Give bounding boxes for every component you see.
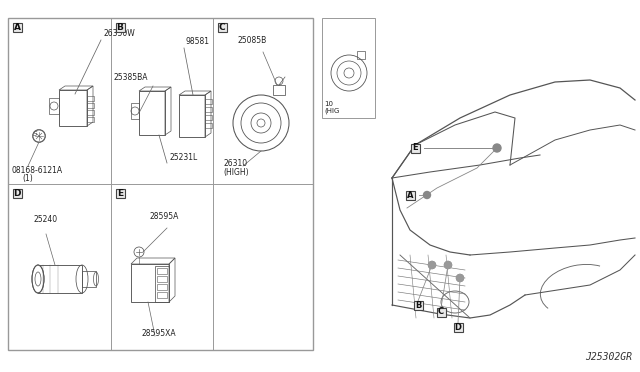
- Text: 25231L: 25231L: [169, 153, 197, 162]
- Bar: [115, 189, 125, 198]
- Text: E: E: [117, 189, 123, 198]
- Bar: [205, 107, 212, 112]
- Bar: [87, 103, 94, 108]
- Bar: [8, 18, 313, 350]
- Text: 98581: 98581: [186, 37, 210, 46]
- Text: B: B: [116, 22, 124, 32]
- Bar: [13, 22, 22, 32]
- Bar: [157, 292, 167, 298]
- Bar: [157, 276, 167, 282]
- Circle shape: [429, 262, 435, 269]
- Bar: [59, 90, 87, 126]
- Bar: [155, 266, 169, 302]
- Bar: [406, 190, 415, 199]
- Bar: [322, 18, 375, 118]
- Text: (HIGH): (HIGH): [223, 168, 248, 177]
- Text: 28595A: 28595A: [149, 212, 179, 221]
- Bar: [179, 95, 205, 137]
- Circle shape: [456, 275, 463, 282]
- Text: S: S: [33, 131, 37, 137]
- Bar: [205, 123, 212, 128]
- Text: 10: 10: [324, 101, 333, 107]
- Text: (HIG: (HIG: [324, 108, 339, 115]
- Text: 25085B: 25085B: [237, 36, 266, 45]
- Bar: [357, 51, 365, 59]
- Bar: [413, 301, 422, 310]
- Bar: [87, 110, 94, 115]
- Text: J25302GR: J25302GR: [585, 352, 632, 362]
- Text: 26350W: 26350W: [103, 29, 135, 38]
- Text: B: B: [415, 301, 421, 310]
- Bar: [87, 96, 94, 101]
- Circle shape: [445, 262, 451, 269]
- Text: C: C: [438, 308, 444, 317]
- Text: 25385BA: 25385BA: [114, 73, 148, 82]
- Bar: [205, 115, 212, 120]
- Bar: [49, 98, 59, 114]
- Circle shape: [445, 262, 451, 269]
- Circle shape: [429, 262, 435, 269]
- Text: E: E: [412, 144, 418, 153]
- Text: 26310: 26310: [223, 159, 247, 168]
- Bar: [38, 265, 82, 293]
- Bar: [82, 271, 96, 287]
- Text: 28595XA: 28595XA: [141, 329, 175, 338]
- Circle shape: [493, 144, 501, 152]
- Bar: [436, 308, 445, 317]
- Bar: [454, 323, 463, 331]
- Bar: [410, 144, 419, 153]
- Text: C: C: [219, 22, 225, 32]
- Text: A: A: [13, 22, 20, 32]
- Text: A: A: [407, 190, 413, 199]
- Bar: [139, 91, 165, 135]
- Bar: [273, 85, 285, 95]
- Text: 08168-6121A: 08168-6121A: [12, 166, 63, 175]
- Bar: [157, 284, 167, 290]
- Text: 25240: 25240: [34, 215, 58, 224]
- Bar: [13, 189, 22, 198]
- Circle shape: [456, 275, 463, 282]
- Bar: [131, 103, 139, 119]
- Bar: [205, 99, 212, 104]
- Bar: [87, 117, 94, 122]
- Text: D: D: [13, 189, 20, 198]
- Text: D: D: [454, 323, 461, 331]
- Text: (1): (1): [22, 174, 33, 183]
- Bar: [157, 268, 167, 274]
- Ellipse shape: [32, 265, 44, 293]
- Bar: [131, 264, 169, 302]
- Bar: [115, 22, 125, 32]
- Circle shape: [424, 192, 431, 199]
- Bar: [218, 22, 227, 32]
